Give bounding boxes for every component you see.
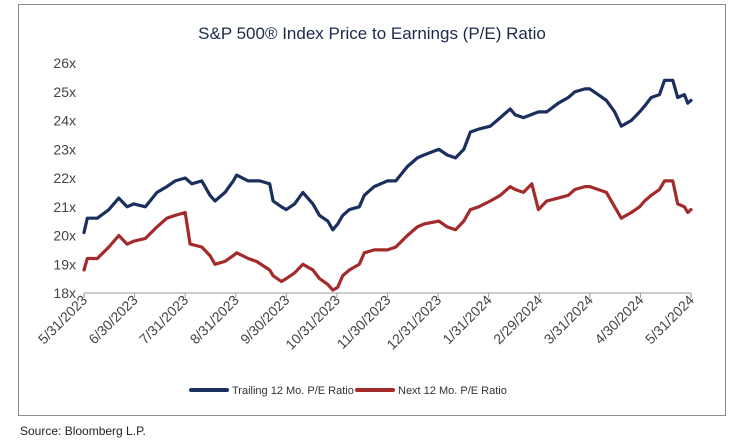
x-tick-label: 3/31/2024	[541, 292, 597, 348]
x-tick-label: 6/30/2023	[85, 292, 141, 348]
x-tick-label: 10/31/2023	[282, 292, 343, 353]
x-tick-label: 5/31/2024	[642, 292, 698, 348]
x-tick-label: 12/31/2023	[383, 292, 444, 353]
y-tick-label: 18x	[53, 285, 76, 301]
legend-label: Trailing 12 Mo. P/E Ratio	[232, 385, 354, 397]
series-layer	[82, 78, 693, 292]
chart-title: S&P 500® Index Price to Earnings (P/E) R…	[198, 24, 546, 43]
forward-pe-series-line	[82, 179, 693, 292]
x-tick-label: 8/31/2023	[187, 292, 243, 348]
y-tick-label: 26x	[53, 55, 76, 71]
pe-ratio-line-chart: S&P 500® Index Price to Earnings (P/E) R…	[35, 24, 698, 397]
source-note: Source: Bloomberg L.P.	[20, 424, 146, 438]
y-tick-label: 25x	[53, 84, 76, 100]
x-tick-label: 4/30/2024	[591, 292, 647, 348]
x-axis: 5/31/20236/30/20237/31/20238/31/20239/30…	[35, 292, 698, 353]
x-tick-label: 7/31/2023	[136, 292, 192, 348]
x-tick-label: 1/31/2024	[439, 292, 495, 348]
y-tick-label: 21x	[53, 199, 76, 215]
y-axis: 18x 19x 20x 21x 22x 23x 24x 25x 26x	[53, 55, 76, 301]
y-tick-label: 22x	[53, 170, 76, 186]
x-tick-label: 2/29/2024	[490, 292, 546, 348]
legend-label: Next 12 Mo. P/E Ratio	[398, 385, 507, 397]
y-tick-label: 20x	[53, 228, 76, 244]
legend: Trailing 12 Mo. P/E Ratio Next 12 Mo. P/E…	[189, 385, 507, 397]
y-tick-label: 19x	[53, 256, 76, 272]
y-tick-label: 24x	[53, 113, 76, 129]
y-tick-label: 23x	[53, 141, 76, 157]
trailing-pe-series-line	[82, 78, 693, 235]
chart-frame: S&P 500® Index Price to Earnings (P/E) R…	[18, 4, 726, 416]
